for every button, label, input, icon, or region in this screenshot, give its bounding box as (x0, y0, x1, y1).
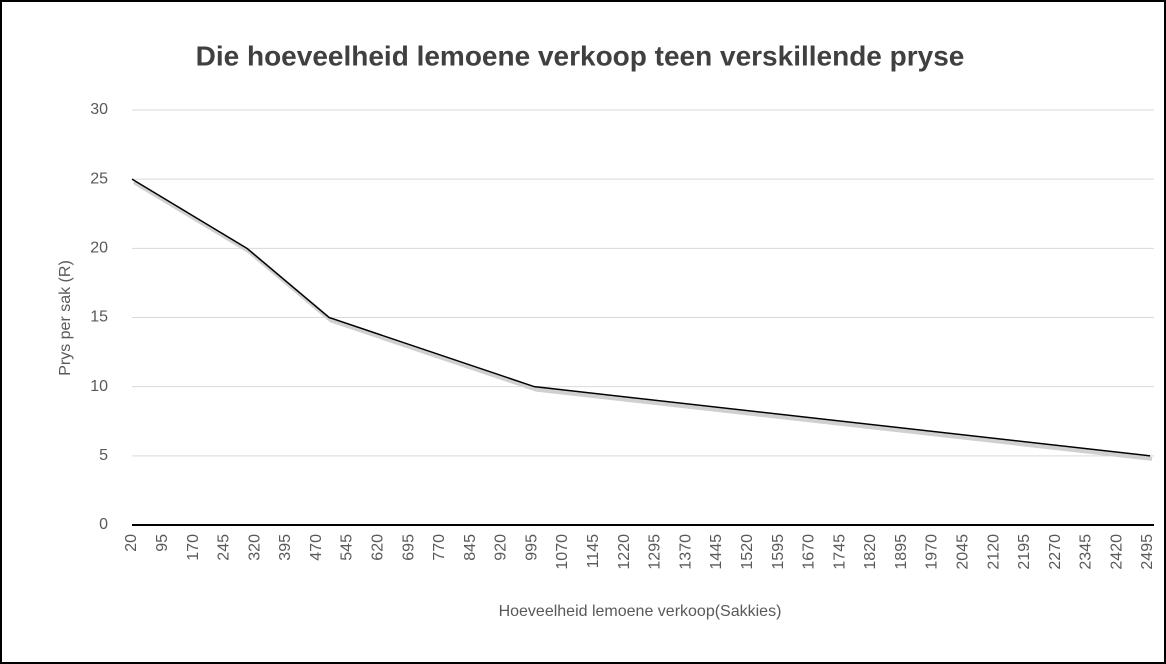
x-tick-label: 1070 (554, 534, 571, 570)
y-tick-label: 25 (90, 170, 108, 187)
x-tick-label: 995 (523, 534, 540, 561)
x-tick-label: 1445 (708, 534, 725, 570)
x-tick-label: 1745 (831, 534, 848, 570)
x-tick-label: 2345 (1078, 534, 1095, 570)
x-tick-label: 2270 (1047, 534, 1064, 570)
x-tick-label: 395 (277, 534, 294, 561)
x-tick-label: 545 (339, 534, 356, 561)
x-tick-label: 320 (246, 534, 263, 561)
y-axis-label: Prys per sak (R) (57, 260, 74, 376)
x-tick-label: 920 (493, 534, 510, 561)
x-tick-label: 1145 (585, 534, 602, 569)
x-tick-label: 170 (185, 534, 202, 561)
y-tick-label: 0 (99, 516, 108, 533)
x-tick-label: 620 (370, 534, 387, 561)
line (131, 178, 1151, 457)
y-tick-label: 20 (90, 240, 108, 257)
x-tick-label: 245 (216, 534, 233, 561)
x-tick-label: 770 (431, 534, 448, 561)
x-tick-label: 2045 (954, 534, 971, 570)
x-tick-label: 2420 (1108, 534, 1125, 570)
x-tick-label: 20 (123, 534, 140, 552)
y-tick-label: 15 (90, 309, 108, 326)
x-tick-label: 1220 (616, 534, 633, 570)
x-tick-label: 1970 (924, 534, 941, 570)
x-tick-label: 2495 (1139, 534, 1156, 570)
y-tick-label: 5 (99, 447, 108, 464)
x-tick-label: 1595 (770, 534, 787, 570)
y-tick-label: 10 (90, 378, 108, 395)
x-tick-label: 95 (154, 534, 171, 552)
x-axis-label: Hoeveelheid lemoene verkoop(Sakkies) (499, 603, 782, 620)
x-tick-label: 470 (308, 534, 325, 561)
line-shadow (132, 180, 1153, 461)
x-tick-label: 1295 (647, 534, 664, 570)
x-tick-label: 2120 (985, 534, 1002, 570)
x-tick-label: 1520 (739, 534, 756, 570)
x-tick-label: 1895 (893, 534, 910, 570)
chart-title: Die hoeveelheid lemoene verkoop teen ver… (196, 40, 965, 71)
x-tick-label: 845 (462, 534, 479, 561)
x-tick-label: 695 (400, 534, 417, 561)
y-tick-label: 30 (90, 101, 108, 118)
x-tick-label: 1370 (677, 534, 694, 570)
x-tick-label: 1670 (801, 534, 818, 570)
x-tick-label: 1820 (862, 534, 879, 570)
x-tick-label: 2195 (1016, 534, 1033, 570)
